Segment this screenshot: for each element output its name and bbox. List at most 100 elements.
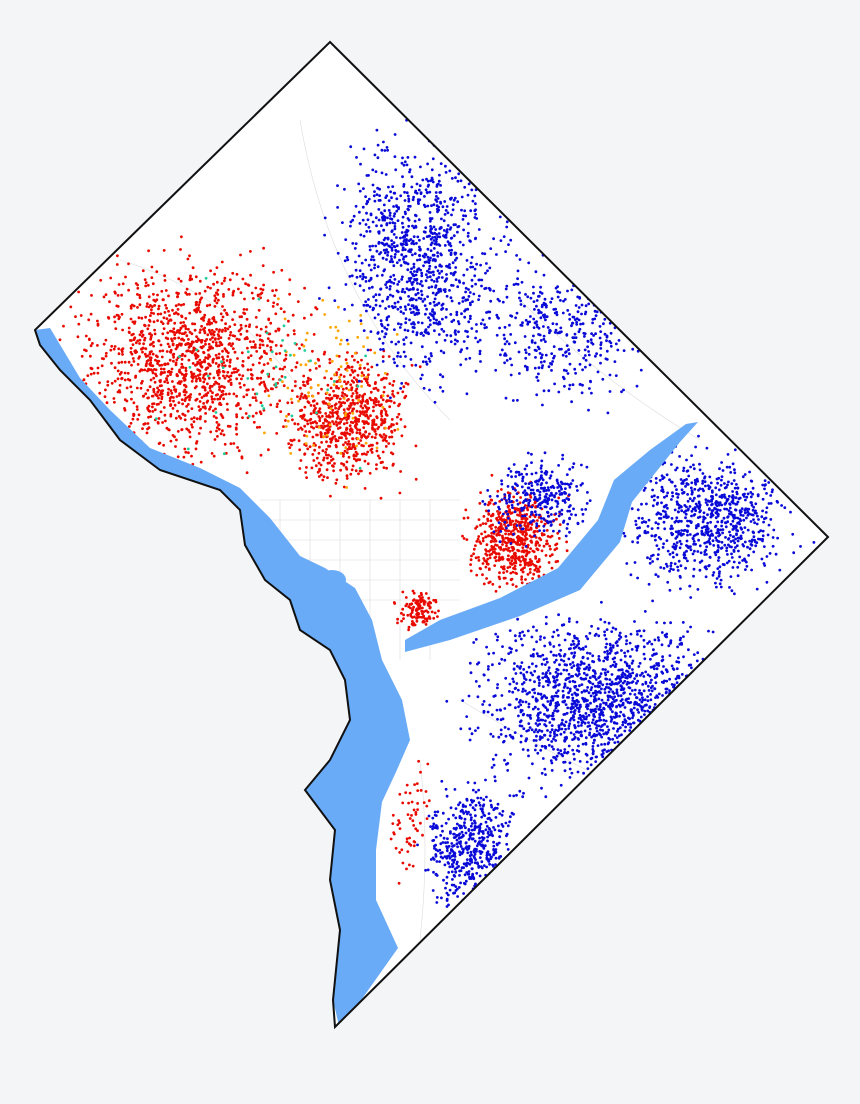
dot: [188, 398, 191, 402]
dot: [457, 301, 461, 305]
dot: [386, 216, 389, 220]
dot: [127, 360, 131, 364]
dot: [328, 358, 332, 361]
dot: [235, 394, 239, 398]
dot: [419, 268, 422, 272]
dot: [391, 822, 395, 825]
dot: [502, 333, 506, 337]
dot: [761, 537, 764, 541]
dot: [318, 445, 321, 449]
dot: [482, 582, 486, 586]
dot: [235, 377, 239, 381]
dot: [505, 582, 509, 585]
dot: [380, 241, 384, 245]
dot: [419, 591, 423, 595]
dot: [660, 474, 664, 478]
dot: [641, 517, 644, 520]
dot: [429, 227, 433, 231]
dot: [280, 268, 284, 272]
dot: [418, 606, 422, 610]
dot: [235, 370, 239, 374]
dot: [461, 218, 465, 221]
dot: [398, 851, 402, 854]
dot: [392, 233, 396, 236]
dot: [393, 212, 397, 216]
dot: [555, 310, 559, 314]
dot: [769, 452, 773, 456]
dot: [155, 403, 159, 406]
dot: [572, 315, 576, 319]
dot: [353, 402, 356, 406]
dot: [209, 269, 213, 273]
dot: [472, 547, 476, 551]
dot: [651, 599, 654, 603]
dot: [400, 848, 404, 852]
dot: [225, 402, 229, 406]
dot: [466, 307, 470, 311]
dot: [401, 215, 405, 219]
dot: [84, 423, 88, 427]
dot: [385, 327, 389, 331]
dot: [726, 520, 730, 524]
dot: [184, 366, 188, 370]
dot: [408, 817, 412, 820]
dot: [103, 395, 107, 398]
dot: [401, 607, 405, 611]
dot: [338, 426, 342, 429]
dot: [198, 292, 202, 295]
dot: [89, 312, 93, 316]
dot: [332, 389, 335, 393]
dot: [537, 524, 541, 528]
dot: [432, 616, 436, 620]
dot: [371, 168, 375, 172]
dot: [306, 422, 310, 426]
dot: [396, 283, 400, 286]
dot: [408, 863, 411, 867]
dot: [391, 813, 395, 817]
dot: [704, 498, 708, 501]
dot: [168, 358, 172, 362]
dot: [732, 479, 736, 482]
dot: [184, 331, 187, 334]
dot: [617, 339, 621, 342]
dot: [152, 292, 155, 296]
dot: [534, 471, 538, 475]
dot: [486, 517, 489, 521]
dot: [158, 384, 162, 388]
dot: [536, 567, 540, 571]
dot: [495, 313, 499, 317]
dot: [215, 301, 219, 305]
dot: [725, 561, 729, 565]
dot: [726, 453, 730, 456]
dot: [360, 452, 364, 456]
dot: [221, 429, 224, 433]
dot: [590, 332, 593, 335]
dot: [539, 516, 543, 520]
dot: [412, 265, 416, 269]
dot: [440, 276, 444, 279]
dot: [417, 759, 420, 763]
dot: [521, 514, 524, 518]
dot: [213, 299, 217, 303]
dot: [444, 164, 447, 168]
dot: [222, 279, 226, 283]
dot: [141, 350, 144, 354]
dot: [554, 492, 558, 495]
dot: [397, 280, 401, 283]
dot: [555, 547, 559, 550]
dot: [167, 387, 171, 391]
dot: [156, 355, 159, 359]
dot: [706, 513, 709, 517]
dot: [127, 330, 131, 334]
dot: [463, 315, 467, 319]
dot: [144, 281, 148, 284]
dot: [183, 388, 187, 392]
dot: [603, 332, 607, 336]
dot: [519, 530, 523, 534]
dot: [651, 560, 654, 563]
dot: [113, 315, 116, 319]
dot: [214, 353, 218, 357]
dot: [413, 155, 417, 159]
dot: [324, 424, 327, 428]
dot: [393, 155, 397, 159]
